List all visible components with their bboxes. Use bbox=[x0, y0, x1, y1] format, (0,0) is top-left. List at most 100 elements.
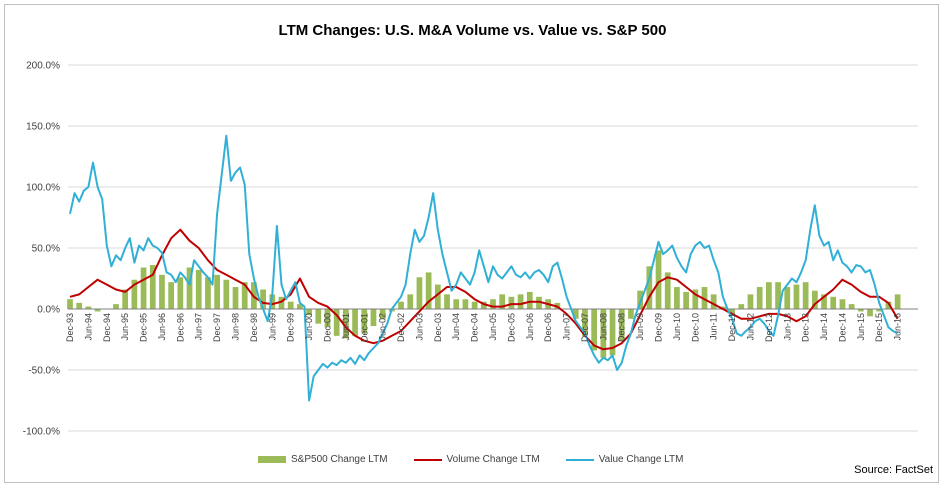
x-tick-label: Dec-94 bbox=[102, 313, 112, 342]
sp500-bar bbox=[628, 309, 634, 319]
sp500-bar bbox=[637, 290, 643, 309]
sp500-bar bbox=[232, 287, 239, 309]
sp500-bar bbox=[582, 309, 588, 336]
sp500-bar bbox=[738, 304, 745, 309]
y-tick-label: 100.0% bbox=[26, 183, 60, 194]
x-tick-label: Jun-94 bbox=[83, 313, 93, 341]
sp500-bar bbox=[793, 284, 800, 309]
chart-title: LTM Changes: U.S. M&A Volume vs. Value v… bbox=[278, 22, 667, 39]
x-tick-label: Jun-03 bbox=[414, 313, 424, 341]
legend-label-sp500: S&P500 Change LTM bbox=[291, 454, 388, 465]
x-tick-label: Jun-13 bbox=[782, 313, 792, 341]
sp500-bar bbox=[655, 250, 662, 309]
sp500-bar bbox=[811, 290, 818, 309]
sp500-bar bbox=[287, 301, 294, 309]
x-tick-label: Dec-10 bbox=[690, 313, 700, 342]
x-tick-label: Jun-95 bbox=[120, 313, 130, 341]
sp500-bar bbox=[297, 304, 303, 309]
x-tick-label: Jun-02 bbox=[378, 313, 388, 341]
sp500-bar bbox=[674, 287, 680, 309]
x-tick-label: Dec-14 bbox=[837, 313, 847, 342]
x-tick-label: Dec-00 bbox=[322, 313, 332, 342]
sp500-bar bbox=[462, 299, 469, 309]
sp500-bar bbox=[857, 309, 864, 312]
x-tick-label: Jun-14 bbox=[819, 313, 829, 341]
sp500-bar bbox=[683, 291, 689, 309]
sp500-bar bbox=[499, 294, 506, 309]
sp500-bar bbox=[416, 277, 423, 309]
legend-item-volume: Volume Change LTM bbox=[413, 454, 540, 465]
sp500-bar bbox=[186, 267, 193, 309]
x-tick-label: Dec-99 bbox=[286, 313, 296, 342]
sp500-bar bbox=[122, 289, 129, 309]
sp500-bar bbox=[205, 277, 211, 309]
sp500-bar bbox=[223, 279, 230, 309]
sp500-bar bbox=[471, 301, 478, 309]
sp500-bar bbox=[618, 309, 625, 341]
sp500-bar bbox=[407, 294, 414, 309]
sp500-bar bbox=[324, 309, 331, 328]
sp500-bar bbox=[664, 272, 671, 309]
y-tick-label: 150.0% bbox=[26, 122, 60, 133]
legend-item-sp500: S&P500 Change LTM bbox=[258, 454, 388, 465]
sp500-bar bbox=[867, 309, 873, 317]
x-tick-label: Dec-05 bbox=[506, 313, 516, 342]
sp500-bar bbox=[67, 299, 73, 309]
sp500-bar bbox=[269, 294, 276, 309]
sp500-bar bbox=[480, 301, 487, 309]
sp500-bar bbox=[361, 309, 368, 334]
sp500-bar bbox=[195, 269, 202, 309]
sp500-bar bbox=[352, 309, 358, 336]
x-tick-label: Jun-00 bbox=[304, 313, 314, 341]
x-tick-label: Jun-97 bbox=[194, 313, 204, 341]
legend-swatch-value bbox=[565, 458, 594, 461]
sp500-bar bbox=[508, 296, 515, 309]
y-tick-label: 200.0% bbox=[26, 61, 60, 72]
sp500-bar bbox=[830, 296, 837, 309]
sp500-bar bbox=[756, 287, 763, 309]
legend-swatch-volume bbox=[413, 458, 442, 461]
sp500-bar bbox=[747, 294, 754, 309]
sp500-bar bbox=[775, 282, 781, 309]
sp500-bar bbox=[159, 274, 165, 309]
x-tick-label: Dec-96 bbox=[175, 313, 185, 342]
sp500-bar bbox=[784, 287, 791, 309]
volume-line bbox=[69, 228, 899, 351]
x-tick-label: Jun-07 bbox=[562, 313, 572, 341]
legend-label-value: Value Change LTM bbox=[598, 454, 684, 465]
value-line bbox=[69, 134, 899, 402]
x-tick-label: Dec-98 bbox=[249, 313, 259, 342]
sp500-bar bbox=[278, 296, 285, 309]
sp500-bar bbox=[379, 309, 386, 319]
sp500-bar bbox=[517, 294, 524, 309]
x-tick-label: Dec-01 bbox=[359, 313, 369, 342]
sp500-bar bbox=[701, 287, 708, 309]
x-tick-label: Dec-93 bbox=[65, 313, 75, 342]
sp500-bar bbox=[306, 309, 312, 316]
sp500-bar bbox=[168, 282, 175, 309]
sp500-bar bbox=[241, 282, 248, 309]
sp500-bar bbox=[591, 309, 598, 351]
sp500-bar bbox=[885, 301, 892, 309]
sp500-bar bbox=[315, 309, 322, 324]
x-tick-label: Jun-04 bbox=[451, 313, 461, 341]
sp500-bar bbox=[894, 294, 901, 309]
x-tick-label: Jun-06 bbox=[525, 313, 535, 341]
sp500-bar bbox=[333, 309, 340, 336]
sp500-bar bbox=[343, 309, 349, 339]
x-tick-label: Dec-15 bbox=[874, 313, 884, 342]
source-note: Source: FactSet bbox=[854, 464, 933, 476]
sp500-bar bbox=[600, 309, 607, 358]
sp500-bar bbox=[214, 274, 220, 309]
y-tick-label: -100.0% bbox=[23, 427, 60, 438]
x-tick-label: Dec-95 bbox=[139, 313, 149, 342]
sp500-bar bbox=[149, 265, 156, 309]
sp500-bar bbox=[536, 296, 542, 309]
sp500-bar bbox=[646, 266, 653, 309]
chart-legend: S&P500 Change LTM Volume Change LTM Valu… bbox=[258, 454, 683, 465]
x-tick-label: Dec-12 bbox=[764, 313, 774, 342]
x-tick-label: Dec-06 bbox=[543, 313, 553, 342]
x-tick-label: Dec-09 bbox=[654, 313, 664, 342]
x-tick-label: Jun-98 bbox=[231, 313, 241, 341]
